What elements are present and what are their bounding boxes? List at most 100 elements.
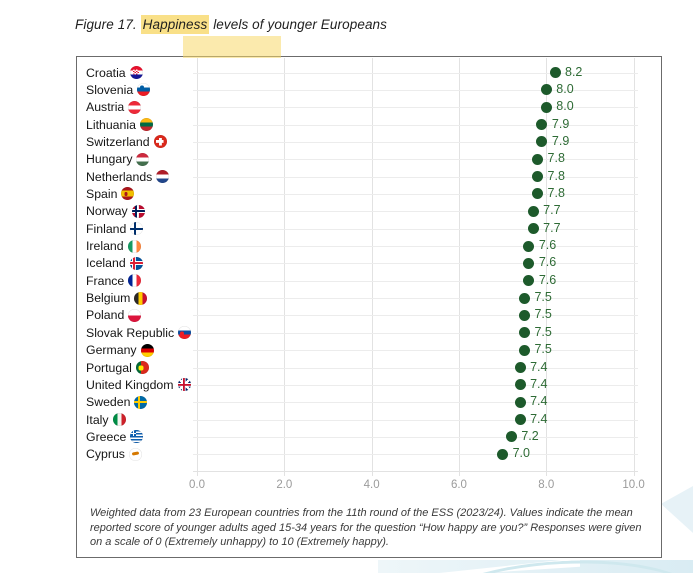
x-tick-label: 4.0 <box>363 479 380 491</box>
row-gridline <box>193 402 638 404</box>
austria-flag-icon <box>128 100 142 114</box>
country-name: Hungary <box>86 152 133 167</box>
country-name: France <box>86 273 125 288</box>
country-label: France <box>86 272 142 290</box>
value-label: 8.2 <box>565 64 583 79</box>
x-tick-label: 0.0 <box>189 479 205 491</box>
value-label: 7.6 <box>538 255 557 270</box>
row-gridline <box>193 246 638 248</box>
country-label: Italy <box>86 411 126 429</box>
hungary-flag-icon <box>136 152 150 166</box>
country-label: Netherlands <box>86 168 170 186</box>
country-name: Slovenia <box>86 82 134 97</box>
x-tick-label: 8.0 <box>538 479 555 491</box>
country-label: Portugal <box>86 359 149 377</box>
country-label: Germany <box>86 341 154 359</box>
x-gridline <box>633 58 635 476</box>
data-point-dot <box>514 362 526 374</box>
norway-flag-icon <box>131 204 145 218</box>
lithuania-flag-icon <box>139 118 153 132</box>
country-label: Lithuania <box>86 116 153 134</box>
data-point-dot <box>518 327 530 339</box>
row-gridline <box>193 367 638 369</box>
country-label: Greece <box>86 428 144 446</box>
x-tick-label: 10.0 <box>622 479 645 491</box>
data-point-dot <box>523 257 535 269</box>
row-gridline <box>193 263 638 265</box>
decorative-triangle <box>661 486 693 533</box>
country-label: Slovak Republic <box>86 324 192 342</box>
data-point-dot <box>518 309 530 321</box>
value-label: 7.5 <box>534 290 552 305</box>
x-axis-line <box>193 471 638 472</box>
data-point-dot <box>514 379 526 391</box>
value-label: 7.4 <box>530 376 548 391</box>
data-point-dot <box>527 205 539 217</box>
value-label: 7.8 <box>547 168 565 183</box>
data-point-dot <box>518 292 530 304</box>
x-tick-label: 2.0 <box>276 479 293 491</box>
iceland-flag-icon <box>129 256 143 270</box>
cyprus-island-shape <box>131 451 140 456</box>
greece-canton <box>130 430 137 437</box>
row-gridline <box>193 384 638 386</box>
poland-flag-icon <box>128 308 142 322</box>
greece-flag-icon <box>130 430 144 444</box>
data-point-dot <box>527 223 539 235</box>
chart-footnote: Weighted data from 23 European countries… <box>90 507 642 549</box>
value-label: 7.7 <box>543 203 561 218</box>
country-name: Cyprus <box>86 447 125 462</box>
row-gridline <box>193 298 638 300</box>
highlight-artifact <box>183 36 281 58</box>
netherlands-flag-icon <box>156 170 170 184</box>
country-name: Germany <box>86 343 137 358</box>
value-label: 7.6 <box>538 238 557 253</box>
value-label: 7.5 <box>534 342 552 357</box>
x-gridline <box>458 58 460 476</box>
value-label: 7.8 <box>547 185 565 200</box>
x-gridline <box>197 58 198 476</box>
data-point-dot <box>523 240 535 252</box>
country-label: Cyprus <box>86 445 142 463</box>
data-point-dot <box>514 396 526 408</box>
country-name: Slovak Republic <box>86 325 175 340</box>
value-label: 7.2 <box>521 428 539 443</box>
country-label: Sweden <box>86 393 148 411</box>
data-point-dot <box>536 136 548 148</box>
portugal-crest <box>138 365 144 371</box>
data-point-dot <box>532 171 544 183</box>
row-gridline <box>193 124 638 126</box>
figure-title-highlight: Happiness <box>140 15 210 34</box>
value-label: 8.0 <box>556 99 574 114</box>
cyprus-flag-icon <box>128 447 142 461</box>
country-name: Iceland <box>86 256 126 271</box>
data-point-dot <box>514 414 526 426</box>
country-name: Portugal <box>86 360 132 375</box>
value-label: 7.4 <box>530 359 548 374</box>
value-label: 7.4 <box>530 411 548 426</box>
france-flag-icon <box>128 274 142 288</box>
country-name: Poland <box>86 308 125 323</box>
country-name: Switzerland <box>86 134 150 149</box>
country-name: Netherlands <box>86 169 153 184</box>
country-label: Slovenia <box>86 81 151 99</box>
country-label: Spain <box>86 185 135 203</box>
country-name: United Kingdom <box>86 377 174 392</box>
country-name: Croatia <box>86 65 126 80</box>
row-gridline <box>193 211 638 213</box>
data-point-dot <box>540 84 552 96</box>
value-label: 7.5 <box>534 324 552 339</box>
croatia-crest <box>133 69 140 75</box>
data-point-dot <box>518 344 530 356</box>
country-name: Finland <box>86 221 127 236</box>
value-label: 7.9 <box>551 116 570 131</box>
country-name: Sweden <box>86 395 131 410</box>
x-gridline <box>284 58 286 476</box>
row-gridline <box>193 72 638 74</box>
country-name: Belgium <box>86 291 131 306</box>
row-gridline <box>193 436 638 438</box>
country-label: Austria <box>86 98 142 116</box>
row-gridline <box>193 350 638 352</box>
chart-container: 0.0 2.0 4.0 6.0 8.0 10.0 Croatia 8.2 Slovenia 8.0… <box>76 56 662 558</box>
